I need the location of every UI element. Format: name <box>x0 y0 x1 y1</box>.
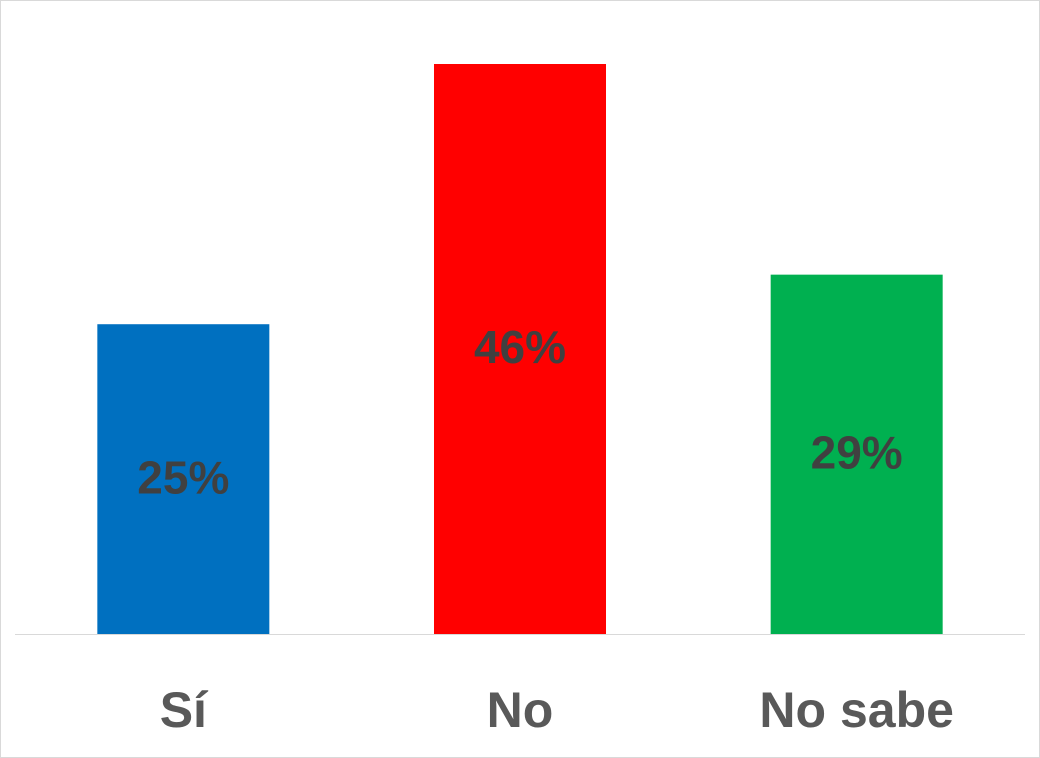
bar <box>770 274 943 634</box>
x-tick-label: No sabe <box>759 682 954 738</box>
value-label: 25% <box>137 451 229 503</box>
bar <box>97 324 270 634</box>
x-tick-label: Sí <box>160 682 209 738</box>
value-label: 46% <box>474 321 566 373</box>
x-tick-label: No <box>487 682 554 738</box>
value-label: 29% <box>811 426 903 478</box>
bar <box>434 64 606 634</box>
